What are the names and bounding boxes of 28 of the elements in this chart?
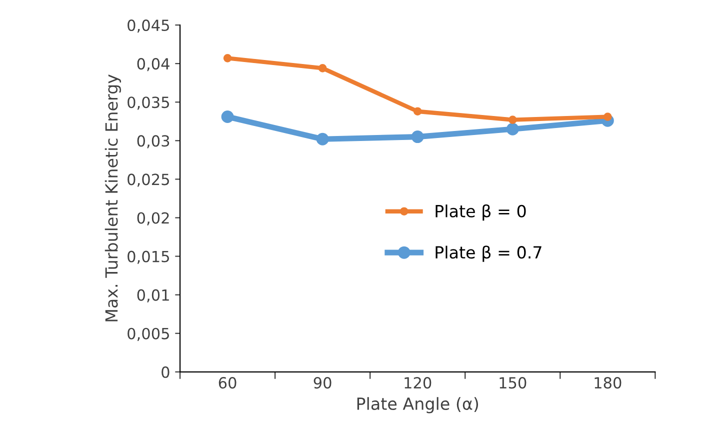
point (223, 54, 232, 62)
x-tick-label: 180 (594, 377, 622, 389)
y-tick-label: 0,01 (137, 289, 169, 302)
legend-label: Plate β = 0 (436, 204, 526, 221)
point (506, 122, 519, 136)
y-tick-label: 0,015 (128, 250, 169, 264)
x-tick-label: 60 (218, 377, 236, 389)
point (413, 107, 422, 116)
y-tick-label: 0,03 (137, 135, 170, 148)
x-tick-label: 90 (314, 377, 332, 389)
y-tick-label: 0,025 (128, 174, 169, 187)
point (603, 112, 612, 121)
point (508, 116, 517, 124)
y-tick-label: 0 (162, 366, 170, 378)
x-axis-title: Plate Angle (α) (357, 397, 478, 414)
y-tick-label: 0,035 (128, 96, 169, 110)
y-tick-label: 0,005 (128, 328, 169, 341)
y-tick-label: 0,04 (137, 58, 170, 72)
y-tick-label: 0,02 (137, 212, 169, 226)
point (411, 130, 424, 144)
x-tick-label: 120 (404, 377, 432, 389)
point (316, 132, 329, 146)
point (318, 64, 327, 72)
y-axis-title: Max. Turbulent Kinetic Energy (104, 74, 122, 322)
y-tick-label: 0,045 (128, 19, 169, 33)
x-tick-label: 150 (500, 377, 526, 389)
point (221, 110, 234, 124)
legend-label: Plate β = 0.7 (436, 246, 542, 262)
